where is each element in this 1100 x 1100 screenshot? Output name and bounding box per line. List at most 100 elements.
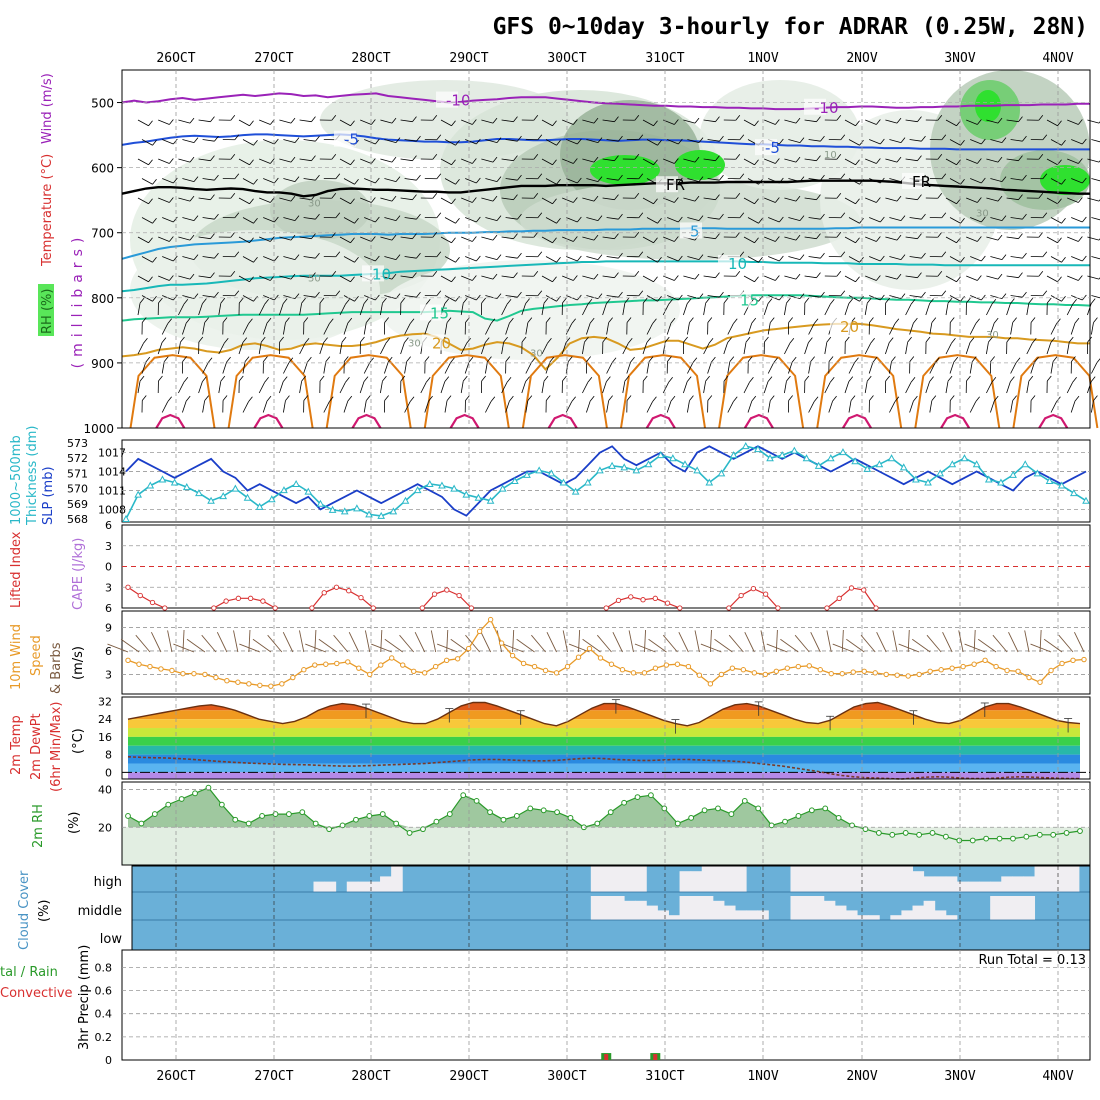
wind-barb-flag <box>638 212 644 218</box>
wind-barb <box>178 342 181 355</box>
wind-barb <box>683 303 688 316</box>
li-point <box>346 588 352 594</box>
rh-frame <box>121 781 1091 866</box>
wind-barb-flag <box>210 233 215 239</box>
rh-point <box>688 814 695 821</box>
wind-barb <box>238 342 244 355</box>
wind-barb <box>966 236 978 242</box>
cloud-high-cell <box>1056 866 1069 892</box>
wind-barb-flag <box>315 174 320 181</box>
cloud-mid-cell <box>834 905 847 920</box>
wind-barb-flag <box>319 375 325 382</box>
thickness-point <box>899 463 908 471</box>
temp-band <box>128 728 1080 737</box>
thickness-point <box>304 487 313 495</box>
wind-barb-flag <box>719 135 724 142</box>
wind-barb <box>707 256 720 259</box>
wind-barb-10m <box>516 638 535 653</box>
cloud-mid-cell <box>1023 896 1036 920</box>
wind-barb-flag <box>223 338 229 344</box>
wind-barb <box>420 382 427 394</box>
wind-barb <box>703 303 707 316</box>
wind-barb-flag <box>573 236 578 242</box>
wind-barb <box>363 322 367 335</box>
cloud-ylabel: Cloud Cover (%) high middle low <box>17 870 122 950</box>
wind-barb-flag <box>816 194 821 200</box>
wind-barb-flag <box>375 138 380 145</box>
isotherm-label: 20 <box>432 334 451 352</box>
wind-barb <box>541 381 545 394</box>
wind-barb <box>238 197 250 205</box>
wind-barb-flag <box>234 251 240 257</box>
wind-barb <box>505 295 518 298</box>
wind-barb <box>743 342 747 355</box>
wind-barb-flag <box>152 296 157 302</box>
cloud-high-cell <box>690 871 703 892</box>
cloud-mid-cell <box>746 910 758 920</box>
wind-barb <box>646 295 658 302</box>
wind-barb-flag <box>1038 114 1044 121</box>
wind-barb-flag <box>624 297 630 304</box>
wind-barb <box>986 197 999 202</box>
wind-barb <box>364 139 376 145</box>
date-label-top: 26OCT <box>156 51 195 66</box>
wind-barb <box>945 236 957 244</box>
wind-speed-point <box>334 660 340 667</box>
wind-barb-flag <box>1082 216 1087 223</box>
wind-barb <box>242 361 246 374</box>
wind-barb <box>586 217 599 221</box>
rh-point <box>1010 835 1016 842</box>
wind-barb-flag <box>384 317 389 323</box>
wind-speed-point <box>905 673 911 679</box>
wind-barb <box>909 256 922 259</box>
wind-barb-flag <box>472 275 477 281</box>
wind-barb-flag <box>363 298 369 304</box>
wind-speed-point <box>740 667 747 673</box>
rh-point <box>929 830 936 836</box>
wind-barb <box>646 178 658 185</box>
wind-barb-10m <box>248 630 251 653</box>
wind-barb-flag <box>335 212 341 218</box>
wind-barb <box>602 119 615 123</box>
wind-barb <box>323 361 327 374</box>
cloud-high-cell <box>324 881 337 892</box>
wind-barb <box>1010 322 1014 335</box>
isotherm-pink <box>645 413 676 429</box>
thickness-point <box>863 464 872 472</box>
slp-tick-label: 1017 <box>98 447 126 460</box>
wind-barb <box>303 361 308 374</box>
wind-barb-10m <box>1058 634 1074 653</box>
wind-barb-flag <box>689 395 694 401</box>
wind-barb <box>764 275 776 281</box>
wind-barb <box>969 323 976 335</box>
wind-barb <box>889 139 902 143</box>
wind-barb <box>440 236 452 244</box>
wind-barb-10m <box>780 638 799 653</box>
wind-barb-flag <box>543 297 549 304</box>
rh-point <box>1023 833 1030 840</box>
wind-barb-flag <box>1078 119 1083 125</box>
label-bg <box>902 172 924 189</box>
wind-barb <box>481 342 486 355</box>
wind-barb <box>683 158 696 163</box>
wind-barb-flag <box>795 195 801 202</box>
wind-barb <box>440 197 452 205</box>
cloud-high-cell <box>868 866 880 892</box>
pr-legend1: tal / Rain <box>0 965 58 980</box>
cloud-mid-cell <box>890 915 902 920</box>
wind-speed-point <box>949 665 955 671</box>
wind-barb <box>804 158 817 162</box>
wind-barb <box>1046 119 1058 127</box>
rh-point <box>286 811 292 817</box>
cloud-high-cell <box>590 866 603 892</box>
wind-barb-flag <box>274 255 279 262</box>
wind-barb <box>242 139 254 146</box>
bottom-date-axis: 26OCT 27OCT 28OCT 29OCT 30OCT 31OCT 1NOV 2NOV 3N… <box>156 1069 1073 1084</box>
wind-barb-10m <box>167 630 173 653</box>
wind-barb-flag <box>589 395 595 402</box>
wind-barb-10m <box>582 638 601 653</box>
wind-barb-flag <box>977 275 982 281</box>
wind-barb <box>460 381 464 394</box>
wind-barb-flag <box>476 177 481 184</box>
wind-barb-flag <box>941 173 947 179</box>
